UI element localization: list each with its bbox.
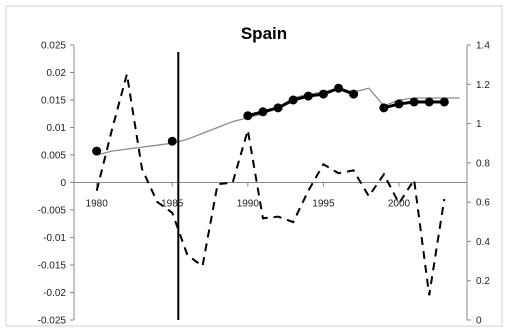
y-right-tick-label: 0.8: [476, 158, 490, 169]
y-left-tick-label: -0.015: [38, 261, 67, 272]
series-marker-point: [424, 97, 434, 107]
x-tick-label: 1995: [312, 199, 335, 210]
series-marker-point: [379, 103, 389, 113]
x-tick-label: 1985: [161, 199, 184, 210]
series-marker-point: [167, 136, 177, 146]
y-left-tick-label: 0.01: [47, 123, 67, 134]
series-marker-point: [273, 103, 283, 113]
y-right-tick-label: 0.2: [476, 276, 490, 287]
series-marker-point: [349, 89, 359, 99]
y-left-tick-label: -0.01: [43, 233, 66, 244]
y-left-tick-label: 0.015: [41, 96, 66, 107]
series-marker-point: [439, 97, 449, 107]
y-left-tick-label: -0.025: [38, 316, 67, 327]
series-marker-point: [394, 99, 404, 109]
y-left-tick-label: 0: [60, 178, 66, 189]
y-left-tick-label: 0.025: [41, 41, 66, 52]
series-marker-point: [258, 107, 268, 117]
series-layer: [92, 52, 460, 320]
y-right-tick-label: 0.4: [476, 237, 490, 248]
axes: -0.025 -0.02 -0.015 -0.01 -0.005 0 0.005 0.01 0.…: [38, 41, 491, 327]
series-marker-point: [318, 89, 328, 99]
x-tick-label: 1980: [86, 199, 109, 210]
series-marker-point: [303, 91, 313, 101]
y-right-tick-label: 1: [476, 119, 482, 130]
y-right-tick-label: 0.6: [476, 198, 490, 209]
y-left-tick-label: -0.005: [38, 206, 67, 217]
series-marker-point: [243, 111, 253, 121]
series-marker-point: [409, 97, 419, 107]
y-right-tick-label: 1.2: [476, 80, 490, 91]
y-left-tick-label: 0.02: [47, 68, 67, 79]
x-tick-label: 1990: [237, 199, 260, 210]
y-left-tick-label: -0.02: [43, 288, 66, 299]
x-tick-label: 2000: [388, 199, 411, 210]
series-marker-point: [288, 95, 298, 105]
y-left-tick-label: 0.005: [41, 151, 66, 162]
series-marker-point: [92, 146, 102, 156]
y-right-tick-label: 0: [476, 316, 482, 327]
y-right-tick-label: 1.4: [476, 41, 490, 52]
chart-title: Spain: [241, 24, 287, 43]
series-marker-point: [334, 83, 344, 93]
